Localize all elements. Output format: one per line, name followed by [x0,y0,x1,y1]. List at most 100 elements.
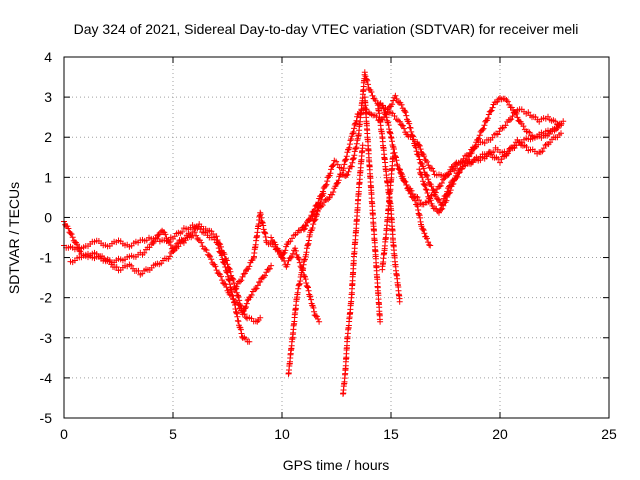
chart-title: Day 324 of 2021, Sidereal Day-to-day VTE… [74,21,579,37]
data-point [508,116,515,123]
data-point [348,136,355,142]
data-point [213,267,220,274]
data-point [237,326,244,333]
data-point [217,241,224,248]
data-point [189,229,196,236]
data-point [309,225,316,231]
data-point [313,211,320,218]
data-point [292,245,299,252]
data-point [135,267,142,274]
data-point [243,300,250,307]
y-tick-label: 4 [44,49,52,65]
data-point [416,142,423,149]
data-point [346,144,353,151]
data-point [401,178,408,185]
series-spike-b [340,142,366,397]
data-point [305,284,311,291]
data-point [304,283,311,290]
data-point [389,101,396,108]
x-tick-label: 0 [60,426,68,442]
data-point [528,132,535,139]
data-point [365,81,371,88]
data-point [431,189,438,196]
data-point [555,122,562,129]
data-point [315,316,321,322]
data-point [417,146,424,153]
data-point [362,73,369,80]
data-point [416,156,423,163]
data-point [214,237,221,243]
data-point [216,240,223,247]
data-point [268,262,275,269]
data-point [406,120,413,127]
y-tick-label: -3 [40,330,53,346]
data-point [218,243,224,250]
data-point [408,128,415,135]
data-point [300,226,307,233]
data-point [466,150,473,156]
data-point [490,148,497,155]
data-point [340,165,347,172]
data-point [239,311,246,318]
data-point [220,249,227,256]
y-tick-label: -4 [40,370,53,386]
series-track-h [416,130,564,216]
series-spike-c [361,94,384,325]
data-point [400,122,406,129]
data-point [392,92,399,99]
data-point [328,166,335,173]
data-point [194,235,201,242]
series-spike-a [285,190,327,377]
data-point [329,191,336,198]
data-point [421,153,428,160]
data-point [424,172,431,179]
data-point [174,240,181,247]
y-tick-label: -2 [40,290,53,306]
data-point [377,318,384,325]
data-point [202,246,209,253]
y-axis-label: SDTVAR / TECUs [6,182,22,294]
data-point [511,142,518,149]
data-point [221,251,228,258]
data-point [420,165,427,172]
data-point [407,190,414,197]
data-point [351,125,358,132]
data-point [396,166,403,173]
data-point [254,282,261,289]
data-point [396,298,403,305]
data-point [525,109,532,116]
data-point [287,254,294,261]
data-point [308,212,315,219]
data-point [76,247,83,254]
data-point [485,111,492,118]
data-point [113,264,120,270]
y-tick-label: 1 [44,169,52,185]
data-point [438,206,445,213]
data-point [221,280,228,287]
data-point [485,115,491,122]
data-point [369,92,376,99]
data-point [182,235,188,242]
data-point [208,256,215,263]
x-axis-label: GPS time / hours [283,457,390,473]
data-point [509,113,516,120]
data-point [421,181,428,188]
data-point [419,174,426,181]
data-point [406,187,413,194]
x-tick-label: 15 [383,426,399,442]
data-point [279,254,285,261]
data-point [166,253,173,260]
data-point [508,104,515,111]
data-point [415,151,421,158]
data-point [420,178,426,185]
data-point [207,253,214,260]
data-point [447,187,454,194]
data-point [504,98,511,105]
data-point [246,338,253,345]
data-point [171,247,178,253]
data-point [163,235,170,242]
data-point [308,296,314,303]
data-point [401,125,408,132]
data-point [346,141,353,148]
data-point [224,261,231,268]
